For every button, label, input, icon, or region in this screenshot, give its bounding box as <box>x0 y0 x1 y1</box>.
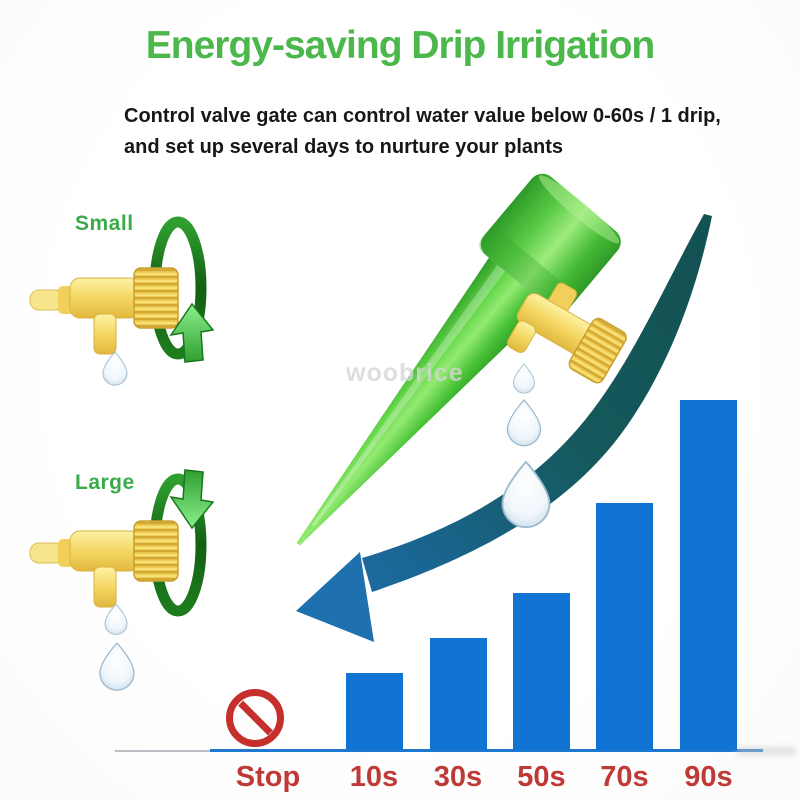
axis-label-stop: Stop <box>235 761 301 793</box>
valve-small-label: Small <box>75 212 134 235</box>
watermark: woobrice <box>346 359 464 387</box>
page-title: Energy-saving Drip Irrigation <box>145 24 655 67</box>
subtitle-line-1: Control valve gate can control water val… <box>124 105 721 127</box>
bar-30s <box>429 638 487 750</box>
drip-spike-device <box>296 173 621 546</box>
chart-baseline <box>210 749 763 752</box>
chart-baseline-left <box>115 750 211 752</box>
valve-large-label: Large <box>75 471 135 494</box>
subtitle-line-2: and set up several days to nurture your … <box>124 136 564 158</box>
spike-valve <box>507 282 627 384</box>
bar-90s <box>680 400 737 750</box>
axis-label-10s: 10s <box>349 761 399 793</box>
bar-10s <box>345 673 403 750</box>
axis-label-50s: 50s <box>517 761 566 793</box>
spike-cone <box>296 257 548 546</box>
subtitle: Control valve gate can control water val… <box>124 101 721 163</box>
bar-50s <box>513 593 570 750</box>
swoosh-arrowhead-icon <box>296 552 374 642</box>
trend-swoosh-arrow <box>296 214 712 642</box>
bar-70s <box>596 503 653 750</box>
stop-prohibition-icon <box>226 689 284 747</box>
axis-label-90s: 90s <box>684 761 733 793</box>
chart-baseline-shadow <box>737 747 795 755</box>
axis-label-30s: 30s <box>433 761 483 793</box>
prohibition-ring <box>226 689 284 747</box>
axis-label-70s: 70s <box>600 761 649 793</box>
